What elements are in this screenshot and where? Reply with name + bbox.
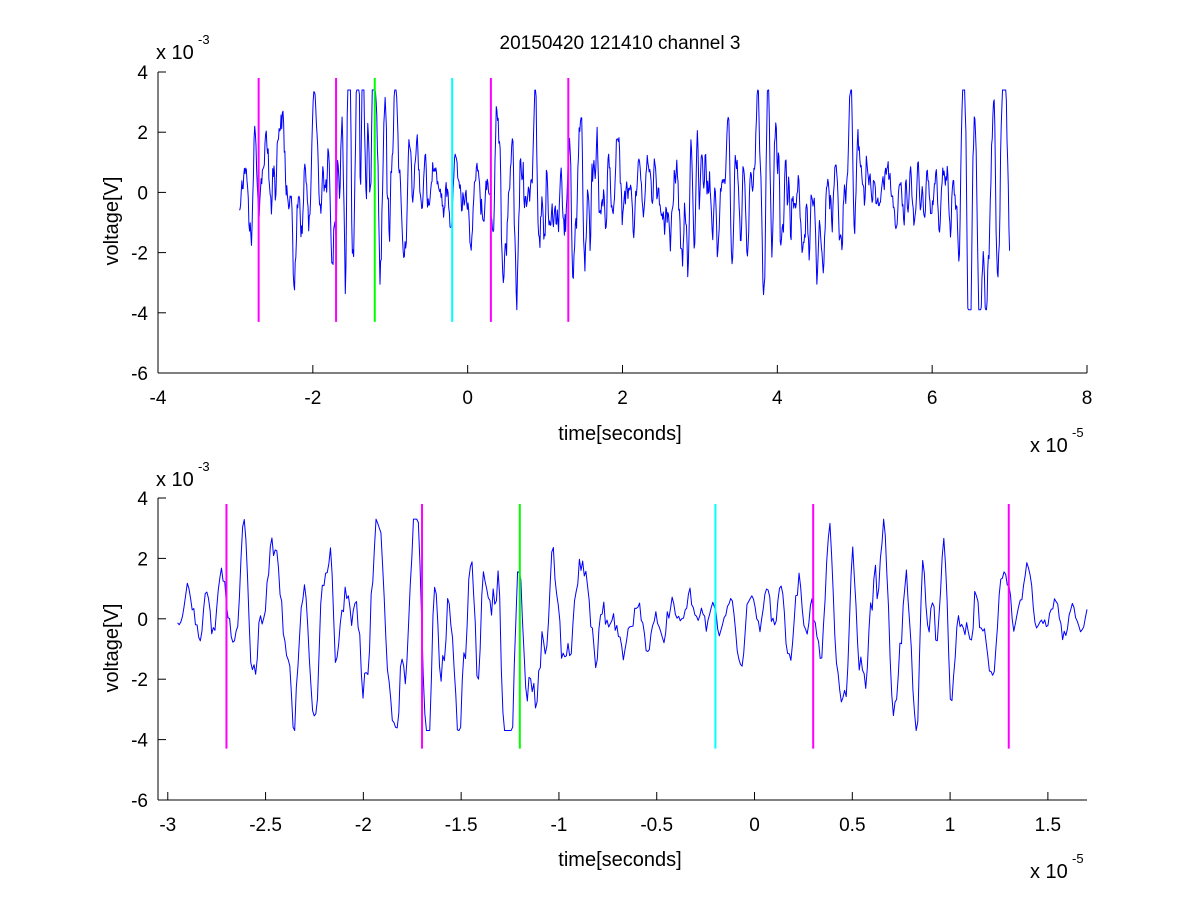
top-x-tick-label: 4 (772, 388, 783, 409)
svg-text:x 10: x 10 (156, 469, 194, 491)
svg-text:-3: -3 (198, 32, 210, 47)
top-x-tick-label: -2 (304, 388, 321, 409)
svg-text:-5: -5 (1072, 425, 1084, 440)
svg-text:x 10: x 10 (156, 42, 194, 64)
top-x-axis-label: time[seconds] (558, 423, 681, 445)
top-x-multiplier: x 10 -5 (1030, 425, 1084, 457)
bottom-y-multiplier: x 10 -3 (156, 459, 210, 491)
svg-text:-5: -5 (1072, 851, 1084, 866)
svg-text:x 10: x 10 (1030, 861, 1068, 883)
bottom-x-tick-label: -3 (159, 815, 176, 836)
top-signal-line (238, 89, 1011, 311)
bottom-x-tick-label: -1 (550, 815, 567, 836)
bottom-y-tick-label: 0 (137, 610, 148, 631)
top-y-tick-label: 2 (137, 123, 148, 144)
bottom-x-multiplier: x 10 -5 (1030, 851, 1084, 883)
top-y-tick-label: -4 (131, 304, 148, 325)
top-y-axis-label: voltage[V] (101, 177, 123, 266)
top-x-tick-label: 8 (1082, 388, 1093, 409)
top-y-tick-label: 4 (137, 63, 148, 84)
bottom-x-tick-label: -1.5 (445, 815, 478, 836)
bottom-x-tick-label: -2 (355, 815, 372, 836)
bottom-x-tick-label: 0 (749, 815, 760, 836)
svg-text:x 10: x 10 (1030, 435, 1068, 457)
bottom-x-tick-label: 1 (945, 815, 956, 836)
bottom-y-tick-label: 4 (137, 489, 148, 510)
top-x-tick-label: 0 (462, 388, 473, 409)
svg-text:-3: -3 (198, 459, 210, 474)
top-x-tick-label: 6 (927, 388, 938, 409)
top-y-tick-label: -6 (131, 364, 148, 385)
top-y-multiplier: x 10 -3 (156, 32, 210, 64)
bottom-x-tick-label: -0.5 (640, 815, 673, 836)
bottom-y-tick-label: -6 (131, 791, 148, 812)
top-x-tick-label: -4 (150, 388, 167, 409)
figure-title: 20150420 121410 channel 3 (500, 33, 741, 54)
subplot-top: time[seconds] voltage[V] x 10 -5 x 10 -3… (101, 32, 1092, 457)
bottom-y-tick-label: -4 (131, 731, 148, 752)
bottom-y-axis-label: voltage[V] (101, 604, 123, 693)
bottom-y-tick-label: 2 (137, 549, 148, 570)
bottom-x-tick-label: -2.5 (249, 815, 282, 836)
bottom-y-tick-label: -2 (131, 670, 148, 691)
subplot-bottom: time[seconds] voltage[V] x 10 -5 x 10 -3… (101, 459, 1088, 883)
top-y-tick-label: -2 (131, 244, 148, 265)
bottom-signal-line (177, 518, 1088, 732)
bottom-x-axis-label: time[seconds] (558, 849, 681, 871)
top-x-tick-label: 2 (617, 388, 628, 409)
bottom-x-tick-label: 0.5 (839, 815, 865, 836)
bottom-x-tick-label: 1.5 (1035, 815, 1061, 836)
top-y-tick-label: 0 (137, 183, 148, 204)
